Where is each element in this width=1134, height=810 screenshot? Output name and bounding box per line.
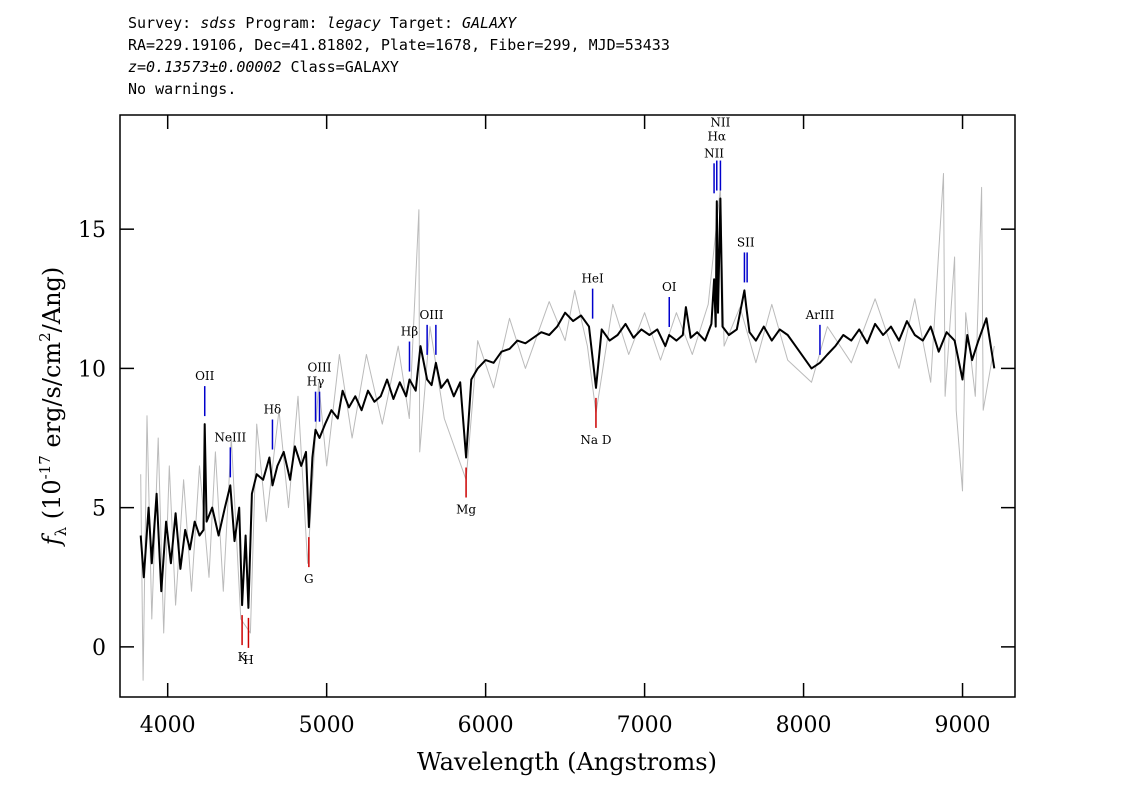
y-tick-label: 5 bbox=[92, 497, 106, 522]
line-label: NII bbox=[704, 146, 724, 160]
line-label: HeI bbox=[581, 272, 604, 286]
header-line: Survey: sdss Program: legacy Target: GALAXY bbox=[128, 14, 517, 32]
line-label: Hδ bbox=[264, 403, 282, 417]
y-label-part: /Ang) bbox=[38, 267, 66, 333]
line-label: Hβ bbox=[401, 325, 418, 339]
header-text: Program: bbox=[245, 14, 317, 32]
line-label: NII bbox=[710, 116, 730, 130]
x-tick-label: 6000 bbox=[458, 713, 514, 738]
line-label: ArIII bbox=[805, 308, 835, 322]
spectrum-line bbox=[140, 173, 995, 681]
line-label: OIII bbox=[419, 308, 443, 322]
y-label-part: λ bbox=[52, 526, 70, 536]
header-text: z=0.13573±0.00002 bbox=[128, 58, 282, 76]
y-label-part: erg/s/cm bbox=[38, 342, 66, 456]
x-tick-label: 7000 bbox=[617, 713, 673, 738]
line-label: Hγ bbox=[307, 375, 325, 389]
y-tick-label: 0 bbox=[92, 636, 106, 661]
x-tick-label: 5000 bbox=[299, 713, 355, 738]
header-text: legacy bbox=[327, 14, 381, 32]
line-label: G bbox=[304, 572, 314, 586]
line-label: OIII bbox=[307, 361, 331, 375]
line-label: K bbox=[238, 650, 248, 664]
y-label-part: (10 bbox=[38, 479, 66, 527]
header-text: sdss bbox=[200, 14, 236, 32]
x-tick-label: 9000 bbox=[935, 713, 991, 738]
header-text: Survey: bbox=[128, 14, 191, 32]
x-axis-label: Wavelength (Angstroms) bbox=[417, 748, 717, 776]
y-axis-label: fλ (10-17 erg/s/cm2/Ang) bbox=[36, 267, 70, 548]
header-text: Class=GALAXY bbox=[291, 58, 399, 76]
header-text: No warnings. bbox=[128, 80, 236, 98]
header-text: RA=229.19106, Dec=41.81802, Plate=1678, … bbox=[128, 36, 670, 54]
header-line: z=0.13573±0.00002 Class=GALAXY bbox=[128, 58, 399, 76]
line-label: NeIII bbox=[214, 430, 246, 444]
header-line: RA=229.19106, Dec=41.81802, Plate=1678, … bbox=[128, 36, 670, 54]
y-tick-label: 15 bbox=[78, 218, 106, 243]
header-text: GALAXY bbox=[462, 14, 517, 32]
line-label: H bbox=[243, 653, 253, 667]
line-label: Na D bbox=[580, 433, 611, 447]
line-label: OI bbox=[662, 280, 677, 294]
plot-area: OIINeIIIHδHγOIIIHβOIIIHeIOINIIHαNIISIIAr… bbox=[139, 116, 996, 681]
line-label: Hα bbox=[707, 130, 726, 144]
y-label-part: -17 bbox=[36, 455, 54, 479]
line-label: OII bbox=[195, 369, 215, 383]
header: Survey: sdss Program: legacy Target: GALAXY RA… bbox=[128, 14, 670, 98]
line-label: Mg bbox=[456, 503, 476, 517]
header-line: No warnings. bbox=[128, 80, 236, 98]
line-label: SII bbox=[737, 235, 755, 249]
y-label-part: 2 bbox=[36, 332, 54, 342]
plot-frame bbox=[119, 114, 1016, 698]
y-tick-label: 10 bbox=[78, 357, 106, 382]
header-text: Target: bbox=[390, 14, 453, 32]
spectrum-line bbox=[139, 197, 996, 609]
x-tick-label: 4000 bbox=[140, 713, 196, 738]
x-tick-label: 8000 bbox=[776, 713, 832, 738]
